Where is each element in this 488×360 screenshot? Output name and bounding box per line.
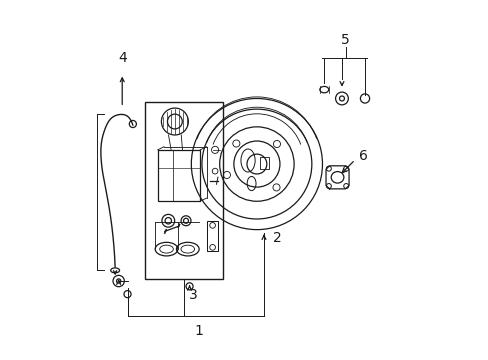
Text: 5: 5	[341, 33, 349, 47]
Text: 2: 2	[272, 231, 281, 246]
Text: 1: 1	[194, 324, 203, 338]
Bar	[260, 157, 269, 169]
Bar	[207, 221, 218, 251]
Text: 4: 4	[118, 51, 126, 65]
Text: 3: 3	[188, 288, 197, 302]
Text: 6: 6	[358, 149, 367, 163]
Bar	[157, 150, 200, 201]
Bar	[145, 102, 223, 279]
